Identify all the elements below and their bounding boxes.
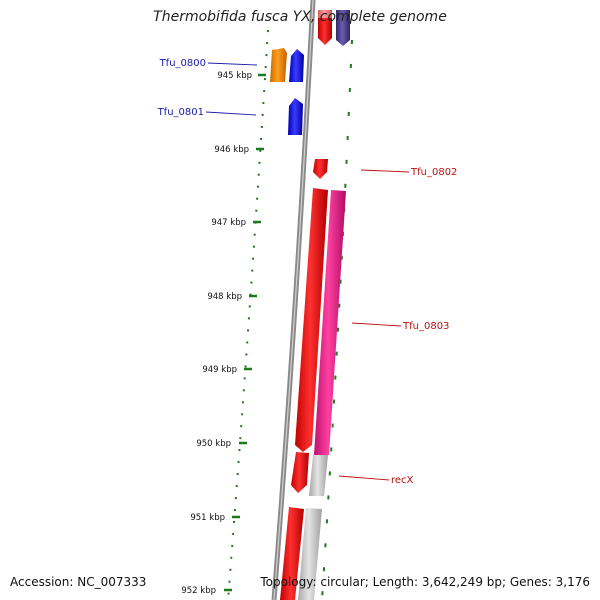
- gene-label-tfu0801[interactable]: Tfu_0801: [157, 107, 204, 118]
- accession-text: Accession: NC_007333: [10, 575, 147, 589]
- tick-marks: [224, 73, 266, 592]
- topology-text: Topology: circular; Length: 3,642,249 bp…: [260, 575, 590, 589]
- tick-label: 945 kbp: [217, 71, 252, 81]
- gene-block-grey-recx[interactable]: [309, 455, 328, 496]
- gene-arrow-red-0803[interactable]: [295, 188, 328, 452]
- gene-arrow-blue-0801[interactable]: [288, 98, 303, 135]
- leader-lines: [205, 62, 410, 481]
- leader-line-recx: [338, 475, 390, 481]
- gene-label-recx[interactable]: recX: [391, 475, 414, 486]
- leader-line-tfu0802: [360, 169, 410, 173]
- gene-block-magenta[interactable]: [314, 190, 346, 455]
- gene-label-tfu0802[interactable]: Tfu_0802: [410, 167, 457, 178]
- gene-arrow-red-0802[interactable]: [313, 159, 328, 179]
- gene-arrow-red-recx[interactable]: [291, 452, 309, 493]
- gene-label-tfu0803[interactable]: Tfu_0803: [402, 321, 449, 332]
- tick-label: 948 kbp: [207, 292, 242, 302]
- gene-labels: Tfu_0800 Tfu_0801 Tfu_0802 Tfu_0803 recX: [157, 58, 458, 486]
- outer-dotted-ring: [227, 29, 269, 600]
- genome-backbone-highlight: [273, 0, 314, 600]
- tick-label: 949 kbp: [202, 365, 237, 375]
- gene-block-red-bottom[interactable]: [280, 507, 304, 600]
- map-title: Thermobifida fusca YX, complete genome: [153, 9, 447, 25]
- tick-label: 952 kbp: [181, 586, 216, 596]
- leader-line-tfu0803: [351, 322, 402, 327]
- tick-label: 950 kbp: [196, 439, 231, 449]
- tick-label: 951 kbp: [190, 513, 225, 523]
- tick-label: 946 kbp: [214, 145, 249, 155]
- inner-dotted-ring: [321, 39, 353, 600]
- gene-arrow-purple-top[interactable]: [336, 10, 350, 46]
- gene-arrow-orange[interactable]: [270, 48, 287, 82]
- leader-line-tfu0801: [205, 111, 257, 116]
- gene-arrow-red-top[interactable]: [318, 10, 332, 45]
- gene-block-pink-top[interactable]: [318, 10, 332, 18]
- tick-label: 947 kbp: [211, 218, 246, 228]
- gene-arrow-blue-0800[interactable]: [289, 49, 304, 82]
- leader-line-tfu0800: [207, 62, 258, 66]
- gene-label-tfu0800[interactable]: Tfu_0800: [159, 58, 206, 69]
- tick-labels: 945 kbp 946 kbp 947 kbp 948 kbp 949 kbp …: [181, 71, 252, 596]
- gene-block-grey-bottom[interactable]: [298, 508, 322, 600]
